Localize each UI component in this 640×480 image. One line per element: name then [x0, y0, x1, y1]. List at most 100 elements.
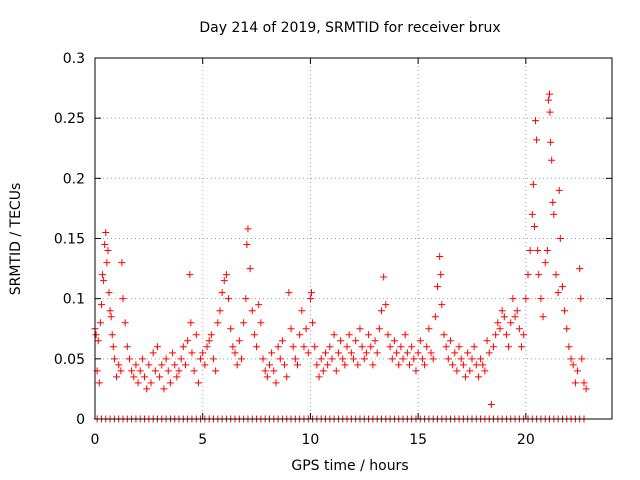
- data-point: [149, 349, 157, 357]
- data-point: [414, 349, 422, 357]
- data-point: [186, 271, 194, 279]
- data-point: [543, 247, 551, 255]
- data-point: [362, 349, 370, 357]
- data-point: [453, 367, 461, 375]
- data-point: [565, 343, 573, 351]
- data-point: [532, 117, 540, 125]
- data-point: [530, 222, 538, 230]
- data-point: [375, 325, 383, 333]
- data-point: [330, 331, 338, 339]
- data-point: [483, 337, 491, 345]
- data-point: [166, 379, 174, 387]
- data-point: [265, 361, 273, 369]
- data-point: [393, 349, 401, 357]
- data-point: [481, 367, 489, 375]
- data-point: [511, 313, 519, 321]
- data-point: [94, 337, 102, 345]
- data-point: [147, 379, 155, 387]
- data-point: [324, 361, 332, 369]
- data-point: [378, 307, 386, 315]
- y-axis-label: SRMTID / TECUs: [8, 183, 24, 296]
- data-point: [455, 343, 463, 351]
- data-point: [569, 361, 577, 369]
- data-point: [418, 355, 426, 363]
- data-point: [571, 379, 579, 387]
- data-point: [496, 325, 504, 333]
- data-point: [533, 136, 541, 144]
- data-point: [534, 247, 542, 255]
- data-point: [509, 295, 517, 303]
- data-point: [237, 355, 245, 363]
- x-tick-label: 0: [91, 432, 100, 448]
- data-point: [444, 355, 452, 363]
- data-point: [339, 355, 347, 363]
- data-point: [416, 337, 424, 345]
- data-point: [259, 355, 267, 363]
- data-point: [321, 349, 329, 357]
- data-point: [179, 343, 187, 351]
- data-point: [580, 379, 588, 387]
- data-point: [518, 343, 526, 351]
- data-point: [578, 355, 586, 363]
- data-point: [360, 355, 368, 363]
- x-axis-label: GPS time / hours: [291, 458, 408, 474]
- data-point: [156, 373, 164, 381]
- data-point: [141, 373, 149, 381]
- data-point: [547, 138, 555, 146]
- data-point: [227, 325, 235, 333]
- data-point: [233, 361, 241, 369]
- data-point: [332, 367, 340, 375]
- data-point: [434, 283, 442, 291]
- data-point: [529, 180, 537, 188]
- data-point: [103, 259, 111, 267]
- data-point: [143, 385, 151, 393]
- y-tick-label: 0.2: [63, 171, 85, 187]
- data-point: [283, 373, 291, 381]
- data-point: [354, 361, 362, 369]
- data-point: [188, 349, 196, 357]
- data-point: [109, 343, 117, 351]
- data-point: [278, 337, 286, 345]
- data-point: [449, 361, 457, 369]
- data-points: [91, 90, 590, 423]
- data-point: [218, 289, 226, 297]
- data-point: [403, 349, 411, 357]
- data-point: [205, 337, 213, 345]
- data-point: [231, 349, 239, 357]
- data-point: [425, 325, 433, 333]
- data-point: [113, 373, 121, 381]
- data-point: [427, 349, 435, 357]
- data-point: [373, 349, 381, 357]
- data-point: [438, 301, 446, 309]
- data-point: [548, 156, 556, 164]
- data-point: [358, 343, 366, 351]
- data-point: [151, 367, 159, 375]
- data-point: [412, 367, 420, 375]
- data-point: [423, 343, 431, 351]
- data-point: [92, 331, 100, 339]
- data-point: [479, 361, 487, 369]
- data-point: [492, 331, 500, 339]
- data-point: [97, 301, 105, 309]
- data-point: [546, 90, 554, 98]
- data-point: [315, 373, 323, 381]
- data-point: [304, 349, 312, 357]
- data-point: [515, 325, 523, 333]
- data-point: [485, 349, 493, 357]
- data-point: [118, 259, 126, 267]
- data-point: [505, 343, 513, 351]
- data-point: [576, 265, 584, 273]
- data-point: [261, 367, 269, 375]
- data-point: [558, 283, 566, 291]
- data-point: [466, 367, 474, 375]
- data-point: [326, 343, 334, 351]
- data-point: [101, 241, 109, 249]
- data-point: [507, 319, 515, 327]
- data-point: [524, 271, 532, 279]
- data-point: [408, 343, 416, 351]
- data-point: [281, 361, 289, 369]
- y-tick-label: 0: [76, 412, 85, 428]
- data-point: [136, 367, 144, 375]
- data-point: [184, 337, 192, 345]
